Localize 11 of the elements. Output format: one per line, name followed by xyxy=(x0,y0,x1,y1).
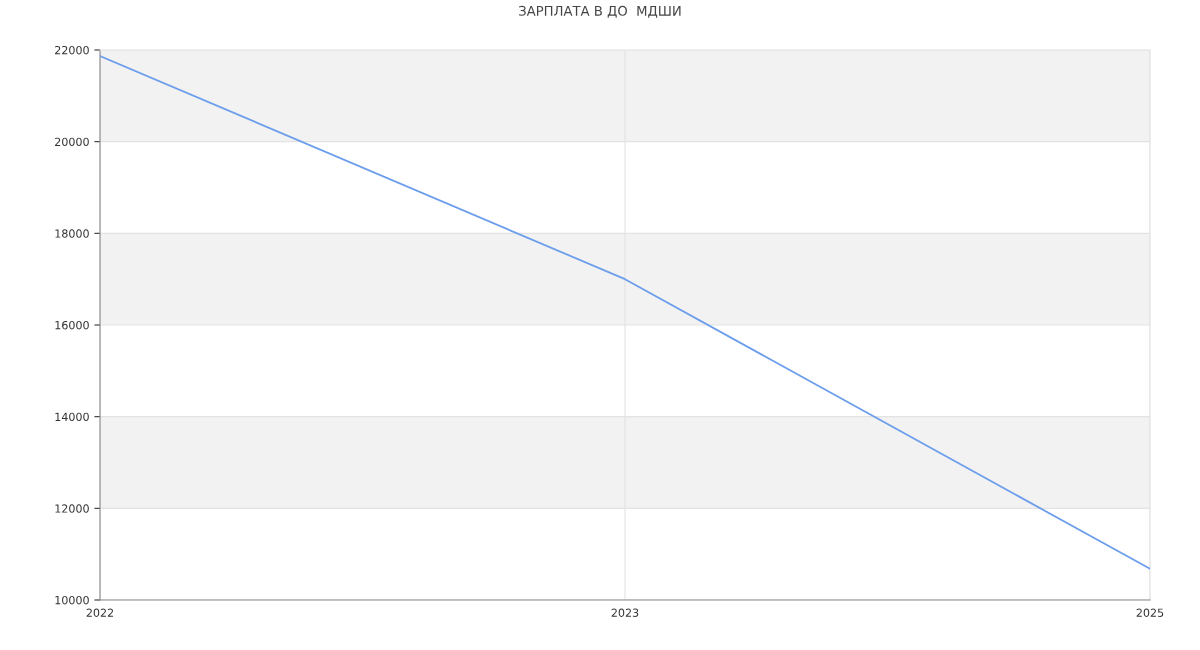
y-tick-label: 16000 xyxy=(55,320,89,330)
y-tick-label: 12000 xyxy=(55,504,89,513)
y-tick-label: 18000 xyxy=(55,229,89,238)
x-tick-label: 2025 xyxy=(1136,608,1164,617)
x-tick-label: 2022 xyxy=(86,608,114,617)
y-tick-label: 10000 xyxy=(55,595,89,605)
x-tick-label: 2023 xyxy=(611,608,639,617)
chart-title: ЗАРПЛАТА В ДО МДШИ xyxy=(519,5,681,18)
y-tick-label: 22000 xyxy=(55,45,89,55)
y-tick-label: 20000 xyxy=(55,137,89,147)
y-tick-label: 14000 xyxy=(55,412,89,422)
